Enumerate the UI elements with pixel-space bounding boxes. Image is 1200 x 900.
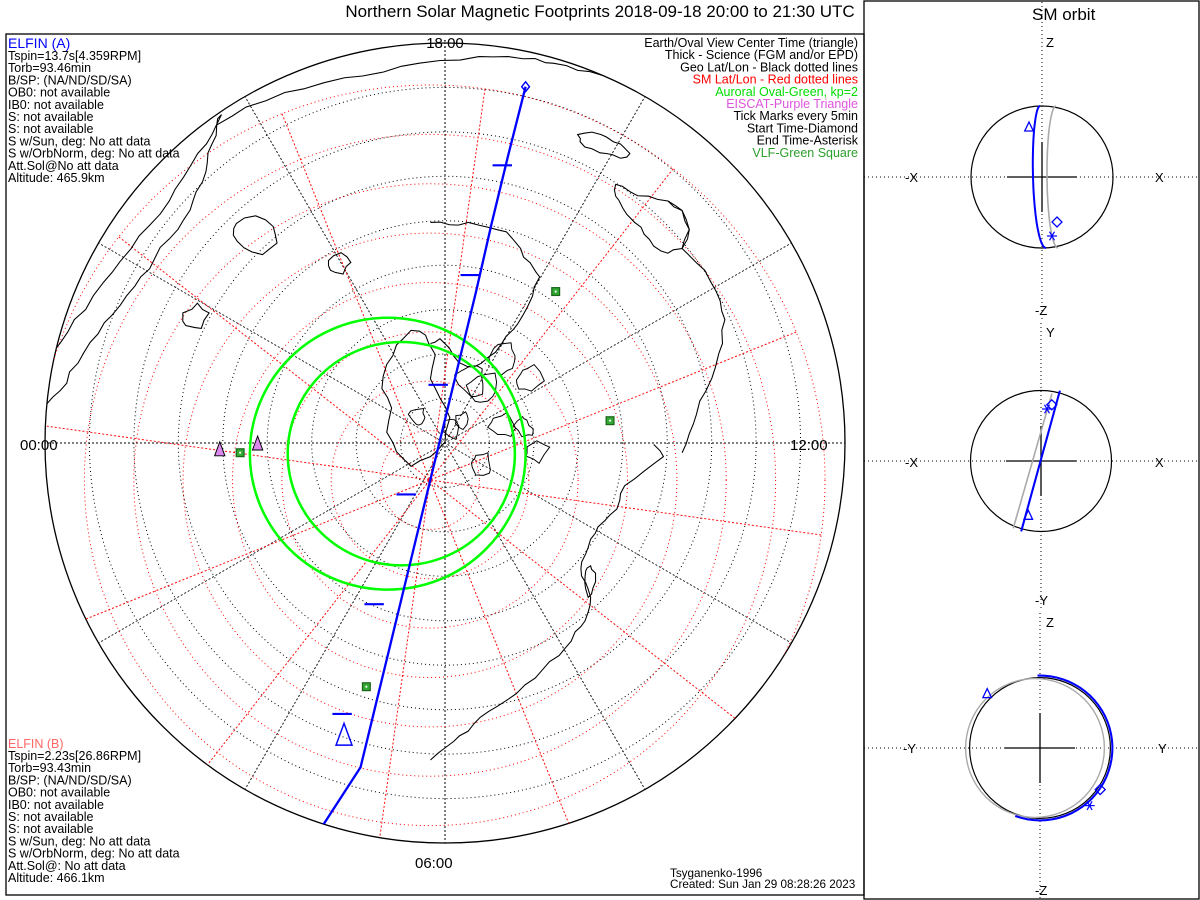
svg-text:SM orbit: SM orbit (1032, 5, 1096, 24)
svg-text:VLF-Green Square: VLF-Green Square (752, 146, 858, 160)
svg-text:Z: Z (1046, 615, 1054, 630)
svg-text:06:00: 06:00 (415, 855, 453, 872)
svg-text:-Y: -Y (1035, 593, 1048, 608)
svg-text:X: X (1155, 455, 1164, 470)
svg-text:Altitude: 466.1km: Altitude: 466.1km (8, 871, 105, 885)
svg-text:Y: Y (1046, 325, 1055, 340)
svg-text:00:00: 00:00 (20, 437, 58, 454)
svg-text:Z: Z (1046, 35, 1054, 50)
svg-text:-Z: -Z (1035, 303, 1047, 318)
svg-text:Created: Sun Jan 29 08:28:26 2: Created: Sun Jan 29 08:28:26 2023 (670, 878, 855, 891)
svg-text:18:00: 18:00 (426, 35, 464, 52)
svg-text:Northern Solar Magnetic Footpr: Northern Solar Magnetic Footprints 2018-… (345, 2, 854, 21)
svg-text:Altitude: 465.9km: Altitude: 465.9km (8, 171, 105, 185)
svg-text:12:00: 12:00 (790, 437, 828, 454)
svg-text:-Y: -Y (903, 741, 916, 756)
svg-text:-X: -X (905, 455, 918, 470)
svg-text:Y: Y (1158, 741, 1167, 756)
svg-text:-Z: -Z (1035, 883, 1047, 898)
svg-text:-X: -X (905, 170, 918, 185)
svg-text:X: X (1155, 170, 1164, 185)
